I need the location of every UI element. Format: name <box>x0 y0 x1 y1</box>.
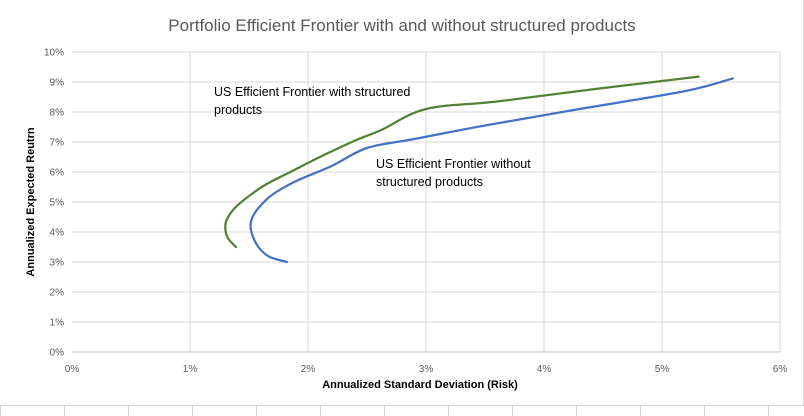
y-tick-label: 5% <box>50 198 65 209</box>
y-tick-label: 0% <box>50 348 65 359</box>
annotation-line: US Efficient Frontier with structured <box>214 85 410 99</box>
x-tick-label: 3% <box>419 364 434 375</box>
y-tick-label: 2% <box>50 288 65 299</box>
chart-area[interactable] <box>0 0 804 406</box>
series-without-structured-products-line[interactable] <box>249 77 734 264</box>
x-axis-title: Annualized Standard Deviation (Risk) <box>322 379 518 391</box>
y-axis-title: Annualized Expected Reutrn <box>25 127 37 276</box>
annotation-without-structured-products: US Efficient Frontier without structured … <box>376 157 531 189</box>
gridlines <box>72 51 781 352</box>
y-tick-label: 7% <box>50 138 65 149</box>
y-tick-label: 4% <box>50 228 65 239</box>
y-tick-label: 6% <box>50 168 65 179</box>
y-tick-label: 9% <box>50 78 65 89</box>
chart-title: Portfolio Efficient Frontier with and wi… <box>168 16 635 35</box>
series-layer <box>224 75 734 264</box>
annotations: US Efficient Frontier with structured pro… <box>214 85 531 189</box>
annotation-line: structured products <box>376 175 483 189</box>
x-tick-label: 0% <box>65 364 80 375</box>
x-tick-label: 6% <box>773 364 788 375</box>
annotation-with-structured-products: US Efficient Frontier with structured pro… <box>214 85 410 117</box>
x-tick-label: 4% <box>537 364 552 375</box>
y-tick-label: 8% <box>50 108 65 119</box>
y-tick-label: 3% <box>50 258 65 269</box>
y-tick-label: 10% <box>44 48 64 59</box>
y-tick-label: 1% <box>50 318 65 329</box>
annotation-line: US Efficient Frontier without <box>376 157 531 171</box>
annotation-line: products <box>214 103 262 117</box>
axes: 0% 1% 2% 3% 4% 5% 6% 7% 8% 9% 10% 0% 1% 2% 3% 4% 5% 6% <box>44 48 787 376</box>
series-with-structured-products-line[interactable] <box>224 75 700 249</box>
x-tick-label: 2% <box>301 364 316 375</box>
x-tick-label: 1% <box>183 364 198 375</box>
x-tick-label: 5% <box>655 364 670 375</box>
